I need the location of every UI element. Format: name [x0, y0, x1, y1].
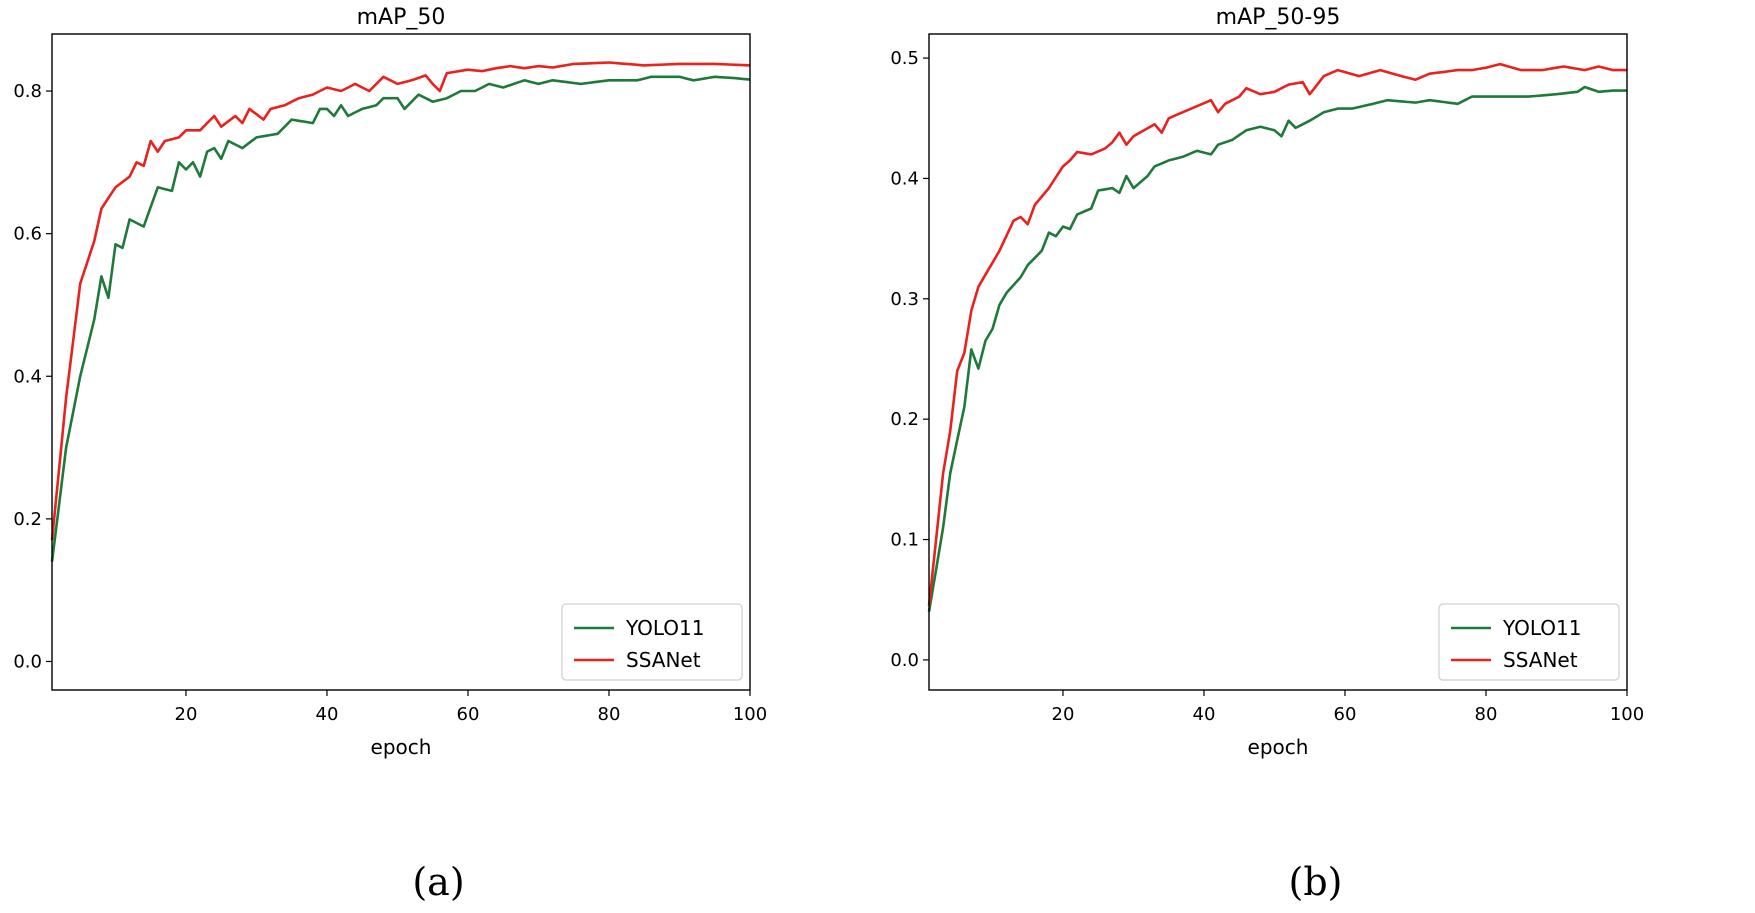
- chart-a-legend-label-ssanet: SSANet: [626, 648, 701, 672]
- chart-panel-a: mAP_50 20 40 60 80 100 0.0 0.2 0.4 0.6 0.8 epoch YOL…: [0, 0, 877, 913]
- chart-a-ytick-label: 0.2: [13, 509, 42, 530]
- chart-b-ytick-label: 0.4: [890, 168, 919, 189]
- chart-b-legend-label-yolo11: YOLO11: [1502, 616, 1582, 640]
- chart-a-title: mAP_50: [357, 5, 446, 30]
- chart-b-title: mAP_50-95: [1216, 5, 1341, 30]
- chart-a-xlabel: epoch: [371, 735, 432, 759]
- chart-b-series-ssanet-line: [927, 62, 1627, 606]
- chart-b-ytick-label: 0.0: [890, 650, 919, 671]
- chart-a-xtick-label: 60: [457, 704, 480, 725]
- chart-a-series-ssanet-line: [50, 61, 751, 541]
- chart-a-xtick-label: 100: [733, 704, 767, 725]
- chart-a-legend-label-yolo11: YOLO11: [625, 616, 705, 640]
- chart-b-xtick-label: 20: [1052, 704, 1075, 725]
- chart-a-xtick-label: 80: [598, 704, 621, 725]
- chart-a-ytick-label: 0.4: [13, 366, 42, 387]
- chart-b-ytick-label: 0.1: [890, 530, 919, 551]
- chart-b-xtick-label: 40: [1193, 704, 1216, 725]
- chart-a-ytick-label: 0.6: [13, 224, 42, 245]
- chart-b-plot-frame: [928, 33, 1628, 691]
- chart-b-xtick-label: 100: [1610, 704, 1644, 725]
- chart-a-xtick-label: 40: [316, 704, 339, 725]
- chart-b-xlabel: epoch: [1248, 735, 1309, 759]
- chart-a-xtick-label: 20: [175, 704, 198, 725]
- chart-b-svg: mAP_50-95 20 40 60 80 100 0.0 0.1 0.2 0.3 0.4 0.5 ep…: [890, 5, 1644, 759]
- chart-a-series-yolo11-line: [50, 75, 751, 562]
- chart-b-xtick-label: 60: [1334, 704, 1357, 725]
- chart-b-xtick-label: 80: [1475, 704, 1498, 725]
- chart-a-ytick-label: 0.0: [13, 651, 42, 672]
- chart-b-series-yolo11-line: [927, 85, 1627, 613]
- chart-b-ytick-label: 0.3: [890, 289, 919, 310]
- chart-b-ytick-label: 0.5: [890, 48, 919, 69]
- chart-panel-b: mAP_50-95 20 40 60 80 100 0.0 0.1 0.2 0.3 0.4 0.5 ep…: [877, 0, 1754, 913]
- chart-a-plot-frame: [51, 33, 751, 691]
- chart-a-svg: mAP_50 20 40 60 80 100 0.0 0.2 0.4 0.6 0.8 epoch YOL…: [13, 5, 767, 759]
- chart-b-legend-label-ssanet: SSANet: [1503, 648, 1578, 672]
- chart-a-caption: (a): [412, 860, 465, 904]
- chart-b-caption: (b): [1288, 860, 1343, 904]
- chart-a-ytick-label: 0.8: [13, 81, 42, 102]
- chart-b-ytick-label: 0.2: [890, 409, 919, 430]
